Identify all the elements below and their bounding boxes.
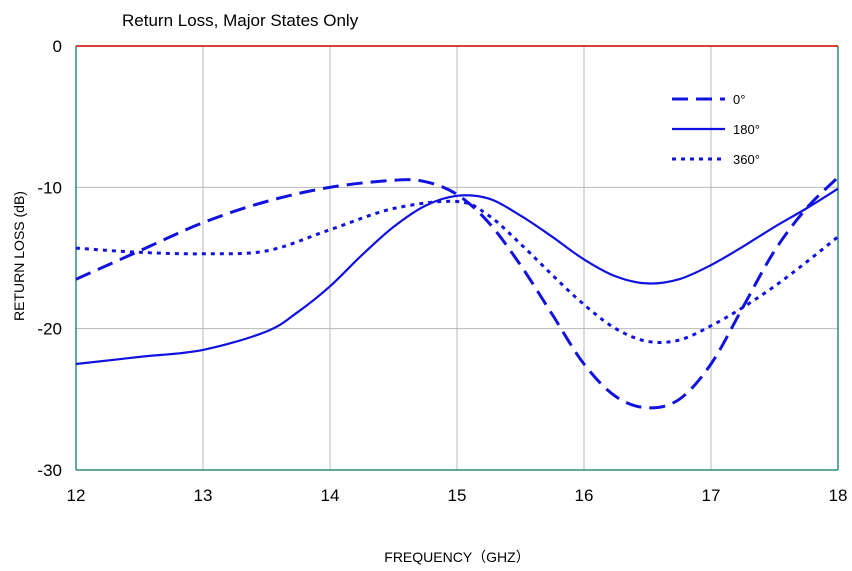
x-axis-label: FREQUENCY（GHZ） bbox=[384, 549, 529, 565]
chart-title: Return Loss, Major States Only bbox=[122, 11, 359, 30]
series-line-360deg bbox=[75, 199, 839, 344]
y-tick-label: 0 bbox=[53, 37, 62, 56]
legend: 0° 180° 360° bbox=[672, 92, 760, 167]
legend-label-0deg: 0° bbox=[733, 92, 745, 107]
y-tick-label: -10 bbox=[37, 178, 62, 197]
y-axis-label: RETURN LOSS (dB) bbox=[11, 191, 27, 321]
x-tick-label: 16 bbox=[575, 486, 594, 505]
x-tick-label: 18 bbox=[829, 486, 848, 505]
grid bbox=[76, 46, 838, 470]
y-axis-ticks: 0 -10 -20 -30 bbox=[37, 37, 62, 480]
legend-label-180deg: 180° bbox=[733, 122, 760, 137]
x-tick-label: 17 bbox=[702, 486, 721, 505]
x-tick-label: 13 bbox=[194, 486, 213, 505]
x-axis-ticks: 12 13 14 15 16 17 18 bbox=[67, 486, 848, 505]
plot-frame bbox=[75, 45, 839, 471]
x-tick-label: 14 bbox=[321, 486, 340, 505]
legend-label-360deg: 360° bbox=[733, 152, 760, 167]
x-tick-label: 15 bbox=[448, 486, 467, 505]
y-tick-label: -20 bbox=[37, 320, 62, 339]
series-line-0deg bbox=[75, 176, 840, 410]
y-tick-label: -30 bbox=[37, 461, 62, 480]
series-lines bbox=[75, 176, 840, 410]
x-tick-label: 12 bbox=[67, 486, 86, 505]
series-line-180deg bbox=[75, 187, 839, 366]
